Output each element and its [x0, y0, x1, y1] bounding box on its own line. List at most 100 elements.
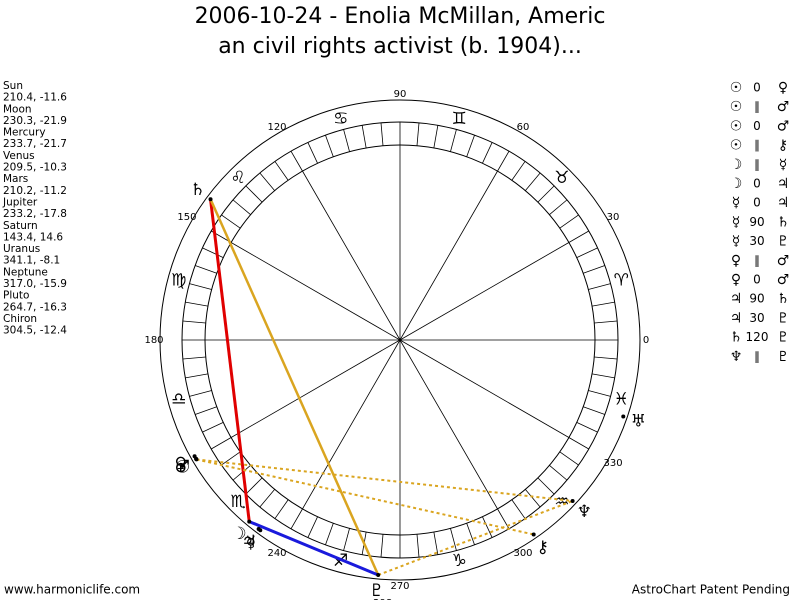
aspect-planet: ⚷	[778, 138, 788, 154]
sign-glyph: ♐	[333, 551, 348, 571]
ring-tick	[380, 534, 384, 558]
degree-label: 0	[643, 335, 649, 346]
ring-tick	[195, 406, 217, 415]
ring-tick	[466, 523, 475, 545]
aspect-type: 0	[753, 81, 761, 95]
planet-glyph: ♄	[190, 180, 205, 200]
ring-tick	[290, 151, 303, 172]
aspect-planet: ♄	[730, 330, 743, 346]
planet-name: Neptune	[3, 266, 48, 278]
planet-coords: 210.4, -11.6	[3, 92, 67, 104]
planet-point	[531, 532, 536, 537]
ring-tick	[307, 516, 318, 538]
ring-tick	[361, 125, 367, 149]
sign-glyph: ♓	[614, 389, 629, 409]
title-line: 2006-10-24 - Enolia McMillan, Americ	[195, 4, 606, 29]
planet-glyph: ♆	[577, 502, 592, 522]
planet-glyph: ♀	[174, 454, 186, 474]
aspect-planet: ♀	[731, 272, 741, 288]
planet-name: Uranus	[3, 243, 40, 255]
ring-tick	[450, 528, 457, 551]
planet-glyph: ♇	[369, 581, 384, 600]
sign-glyph: ♎	[171, 389, 186, 409]
spoke	[399, 242, 570, 341]
ring-tick	[274, 499, 289, 519]
aspect-planet: ♀	[778, 80, 788, 96]
planet-name: Moon	[3, 103, 32, 115]
planet-glyph: ♂	[175, 457, 190, 477]
wheel-note: 298	[373, 598, 392, 600]
planet-coords: 143.4, 14.6	[3, 231, 63, 243]
aspect-planet: ☿	[732, 214, 741, 230]
aspect-planet: ♀	[731, 253, 741, 269]
aspect-planet: ☉	[730, 118, 743, 134]
ring-tick	[343, 528, 350, 551]
aspect-type: 0	[753, 177, 761, 191]
ring-tick	[232, 199, 251, 215]
ring-tick	[497, 151, 510, 172]
spoke	[230, 242, 401, 341]
ring-tick	[211, 437, 232, 450]
ring-tick	[482, 516, 493, 538]
planet-name: Saturn	[3, 220, 38, 232]
planet-glyph: ♅	[631, 412, 646, 432]
planet-glyph: ♃	[241, 532, 256, 552]
aspect-type: 0	[753, 196, 761, 210]
planet-name: Pluto	[3, 290, 29, 302]
aspect-planet: ♇	[777, 310, 790, 326]
aspect-type: ∥	[754, 253, 760, 267]
ring-tick	[576, 422, 598, 433]
planet-name: Mercury	[3, 127, 46, 139]
sign-glyph: ♌	[230, 168, 245, 188]
aspect-type: ∥	[754, 157, 760, 171]
degree-label: 270	[390, 581, 409, 592]
ring-tick	[594, 356, 618, 360]
aspect-planet: ☽	[730, 176, 743, 192]
planet-coords: 233.7, -21.7	[3, 138, 67, 150]
ring-tick	[511, 499, 526, 519]
degree-label: 300	[513, 548, 532, 559]
ring-tick	[343, 129, 350, 152]
ring-tick	[549, 199, 568, 215]
planet-name: Sun	[3, 80, 23, 92]
sign-glyph: ♒	[554, 492, 569, 512]
spoke	[399, 339, 570, 438]
ring-tick	[189, 283, 212, 290]
aspect-planet: ♃	[730, 291, 743, 307]
planet-name: Chiron	[3, 313, 37, 325]
degree-label: 30	[607, 212, 620, 223]
planet-name: Jupiter	[2, 197, 38, 209]
ring-tick	[549, 465, 568, 481]
aspect-planet: ♆	[730, 349, 743, 365]
aspect-line	[248, 520, 379, 577]
ring-tick	[259, 172, 275, 191]
aspect-type: 30	[749, 311, 764, 325]
planet-coords: 317.0, -15.9	[3, 278, 67, 290]
spoke	[302, 339, 401, 510]
aspect-planet: ♃	[777, 195, 790, 211]
ring-tick	[307, 142, 318, 164]
planet-glyph: ☉	[175, 458, 190, 478]
aspect-line	[209, 198, 380, 576]
ring-tick	[537, 185, 555, 203]
aspect-line	[196, 458, 573, 502]
aspect-planet: ♃	[730, 310, 743, 326]
sign-glyph: ♋	[333, 109, 348, 129]
ring-tick	[482, 142, 493, 164]
ring-tick	[189, 390, 212, 397]
ring-tick	[588, 390, 611, 397]
aspect-planet: ♃	[777, 176, 790, 192]
ring-tick	[594, 320, 618, 324]
ring-tick	[325, 135, 334, 157]
aspect-planet: ♇	[777, 330, 790, 346]
ring-tick	[433, 125, 439, 149]
aspect-type: ∥	[754, 349, 760, 363]
planet-coords: 230.3, -21.9	[3, 115, 67, 127]
ring-tick	[245, 477, 263, 495]
ring-tick	[259, 489, 275, 508]
outer-circle	[159, 99, 641, 581]
aspect-planet: ♂	[777, 253, 790, 269]
sign-glyph: ♉	[554, 168, 569, 188]
spoke	[302, 170, 401, 341]
